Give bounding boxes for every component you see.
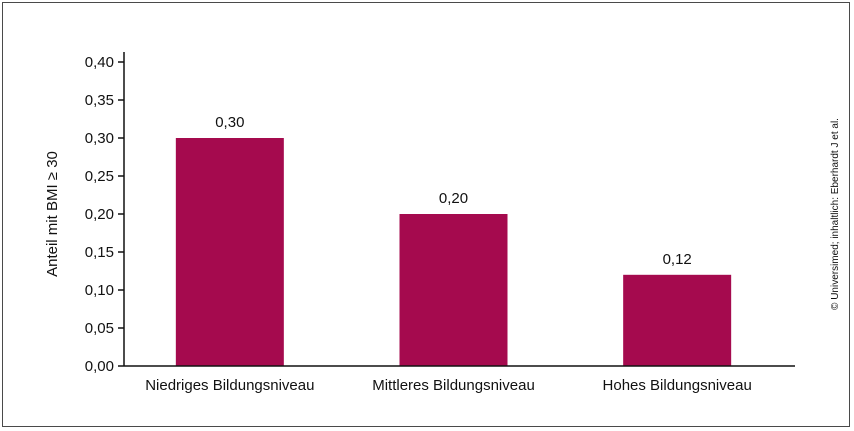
y-tick-label: 0,40 <box>85 54 114 71</box>
bar <box>623 274 732 366</box>
x-axis: Niedriges Bildungsniveau Mittleres Bildun… <box>124 365 795 394</box>
y-tick-label: 0,00 <box>85 358 114 375</box>
x-category-label: Mittleres Bildungsniveau <box>372 377 535 394</box>
y-tick-label: 0,30 <box>85 130 114 147</box>
copyright-credit: © Universimed; inhaltlich: Eberhardt J e… <box>830 118 841 310</box>
y-tick-label: 0,15 <box>85 244 114 261</box>
y-tick-label: 0,05 <box>85 320 114 337</box>
bar-value-label: 0,12 <box>663 251 692 268</box>
y-tick-label: 0,35 <box>85 92 114 109</box>
bar <box>399 214 508 366</box>
y-tick-label: 0,10 <box>85 282 114 299</box>
bar <box>175 138 284 366</box>
bar-value-label: 0,20 <box>439 190 468 207</box>
x-category-label: Niedriges Bildungsniveau <box>145 377 314 394</box>
bars: 0,30 0,20 0,12 <box>175 114 732 366</box>
y-axis: 0,00 0,05 0,10 0,15 0,20 0,25 0,30 0,35 0,40 <box>85 52 125 375</box>
x-category-label: Hohes Bildungsniveau <box>603 377 752 394</box>
y-tick-label: 0,20 <box>85 206 114 223</box>
y-tick-label: 0,25 <box>85 168 114 185</box>
y-axis-title: Anteil mit BMI ≥ 30 <box>44 151 61 277</box>
bar-value-label: 0,30 <box>215 114 244 131</box>
